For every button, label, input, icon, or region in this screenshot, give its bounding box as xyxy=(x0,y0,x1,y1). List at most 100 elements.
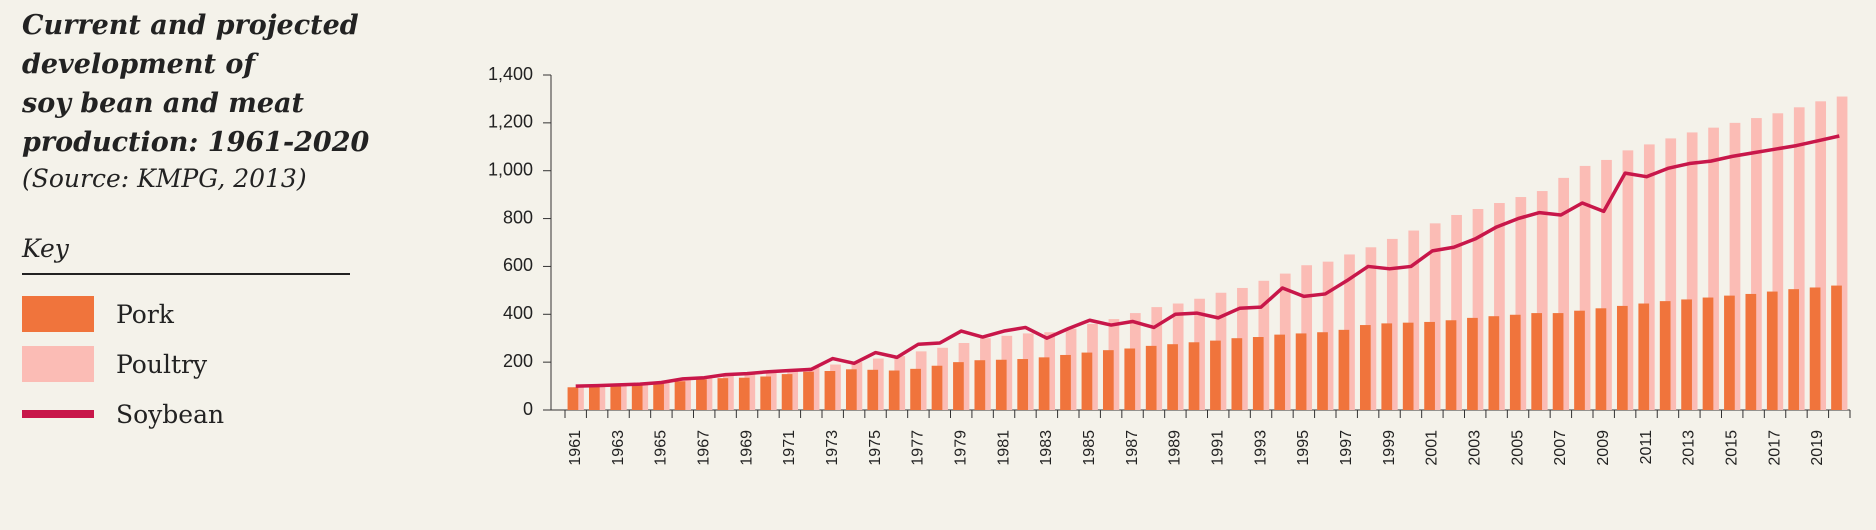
bar xyxy=(1766,291,1778,410)
bar xyxy=(1536,191,1548,410)
x-tick-label: 1993 xyxy=(1252,430,1269,466)
side-panel: Current and projected development of soy… xyxy=(22,6,422,439)
bar xyxy=(953,362,964,410)
x-tick-label: 2001 xyxy=(1424,430,1441,466)
bar xyxy=(867,369,879,410)
bar xyxy=(717,378,729,410)
legend-swatch xyxy=(22,410,94,418)
legend-title: Key xyxy=(22,234,350,275)
y-tick-label: 800 xyxy=(503,207,533,227)
legend-label: Soybean xyxy=(116,399,225,429)
bar xyxy=(701,377,713,410)
x-tick-label: 2007 xyxy=(1552,430,1569,466)
bar xyxy=(1552,313,1564,410)
bar xyxy=(1724,295,1735,410)
bar xyxy=(1601,159,1612,410)
y-tick-label: 1,000 xyxy=(488,159,533,179)
x-tick-label: 2017 xyxy=(1766,430,1783,466)
bar xyxy=(1381,323,1393,410)
x-tick-label: 1991 xyxy=(1209,430,1226,466)
bar xyxy=(1831,285,1842,410)
bar xyxy=(1836,96,1848,411)
bar xyxy=(830,364,841,410)
bar xyxy=(1729,122,1741,410)
bar xyxy=(1643,144,1655,410)
bar xyxy=(888,370,900,410)
x-tick-label: 1961 xyxy=(567,430,584,466)
x-tick-label: 1975 xyxy=(867,430,884,466)
bar xyxy=(658,381,670,410)
bar xyxy=(995,359,1007,410)
bar xyxy=(1172,303,1184,410)
bar xyxy=(1772,113,1784,411)
x-tick-label: 1977 xyxy=(910,430,927,466)
bar xyxy=(1279,273,1291,410)
bar xyxy=(1531,313,1543,410)
bar xyxy=(615,384,627,410)
bar xyxy=(723,375,734,410)
bar xyxy=(1359,325,1371,410)
x-tick-label: 1971 xyxy=(781,430,798,466)
bar xyxy=(738,377,750,410)
bar xyxy=(1681,299,1692,410)
bar xyxy=(760,376,772,410)
bar xyxy=(1509,314,1521,410)
x-tick-label: 2009 xyxy=(1595,430,1612,466)
bar xyxy=(1017,359,1029,410)
bar xyxy=(1001,335,1013,410)
bar xyxy=(1408,230,1420,410)
y-tick-label: 200 xyxy=(503,351,533,371)
legend-item: Pork xyxy=(22,289,422,339)
bar xyxy=(803,371,814,410)
bar xyxy=(594,386,606,410)
bar xyxy=(1365,247,1377,410)
bar xyxy=(744,373,756,410)
x-tick-label: 1995 xyxy=(1295,430,1312,466)
bar xyxy=(894,356,906,410)
bar xyxy=(567,387,579,410)
bar xyxy=(1616,305,1628,410)
bar xyxy=(1659,301,1671,410)
bar xyxy=(1751,118,1762,411)
bar xyxy=(1488,316,1500,410)
legend: Pork Poultry Soybean xyxy=(22,289,422,439)
bar xyxy=(851,362,863,410)
bar xyxy=(1472,209,1484,410)
bar xyxy=(872,358,884,410)
bar xyxy=(1815,101,1827,411)
bar xyxy=(1060,354,1071,410)
bar xyxy=(808,367,820,410)
bar xyxy=(1708,127,1719,411)
bar xyxy=(1424,321,1435,410)
bar xyxy=(1467,317,1478,410)
x-tick-label: 2015 xyxy=(1723,430,1740,466)
bar xyxy=(1167,344,1178,410)
x-tick-label: 2013 xyxy=(1681,430,1698,466)
bar xyxy=(1301,265,1313,410)
bar xyxy=(1044,332,1056,410)
bar xyxy=(1087,323,1098,410)
bar xyxy=(1338,329,1350,410)
bar xyxy=(1231,338,1243,410)
y-tick-label: 1,200 xyxy=(488,112,533,132)
bar xyxy=(1274,334,1286,410)
bar xyxy=(781,374,793,410)
x-tick-label: 2005 xyxy=(1509,430,1526,466)
bar xyxy=(1402,322,1414,410)
bar xyxy=(631,385,643,410)
bar xyxy=(1108,319,1120,410)
bar xyxy=(765,371,777,410)
bar xyxy=(1237,287,1248,410)
bar xyxy=(1574,310,1585,410)
legend-label: Poultry xyxy=(116,349,208,379)
bar xyxy=(588,386,600,410)
bar xyxy=(787,369,799,410)
bar xyxy=(1579,165,1591,410)
chart-subtitle: (Source: KMPG, 2013) xyxy=(22,164,307,193)
x-tick-label: 2019 xyxy=(1809,430,1826,466)
bar xyxy=(931,365,943,410)
bar xyxy=(915,351,927,410)
bar xyxy=(958,343,970,410)
